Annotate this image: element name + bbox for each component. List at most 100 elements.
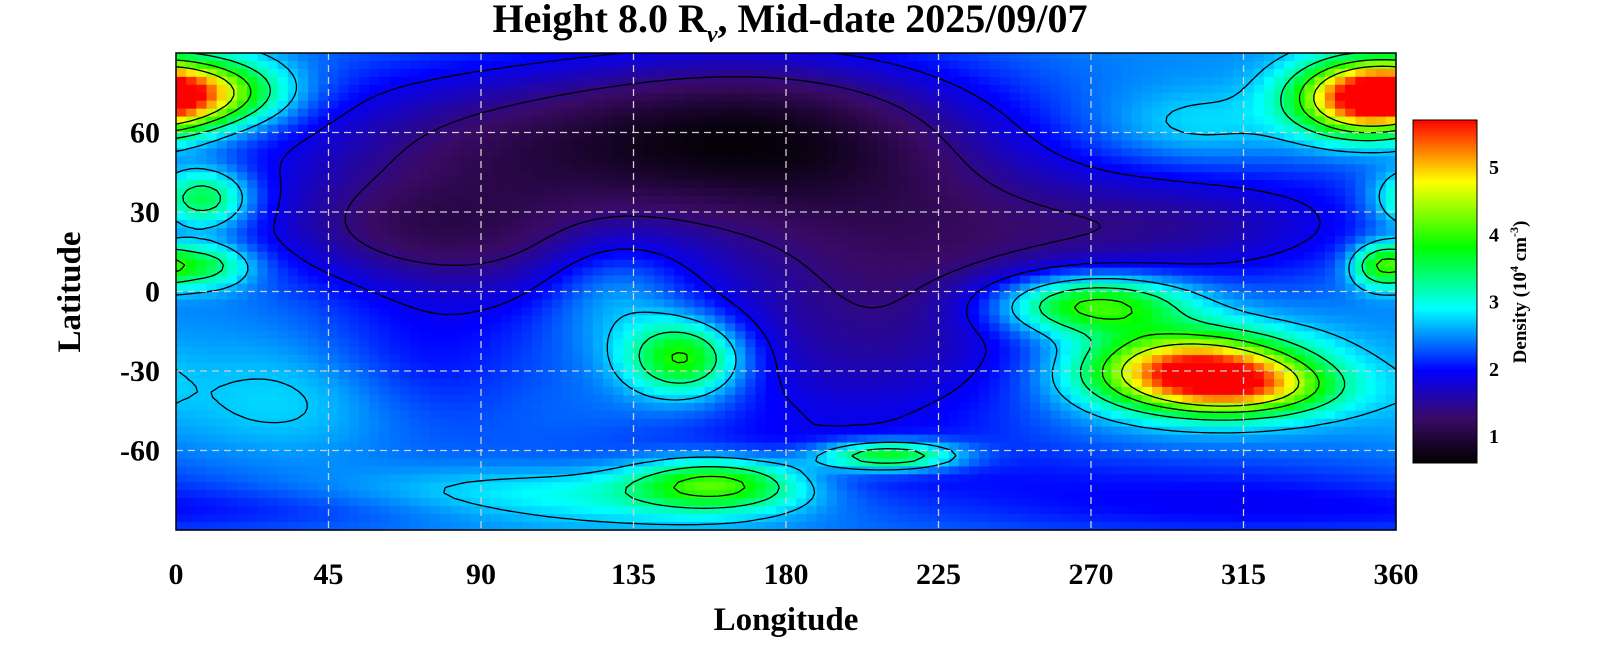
heatmap-cell: [1172, 164, 1184, 173]
heatmap-cell: [369, 132, 380, 142]
heatmap-cell: [918, 331, 929, 340]
heatmap-cell: [470, 331, 482, 340]
heatmap-cell: [531, 60, 543, 70]
heatmap-cell: [582, 148, 594, 157]
heatmap-cell: [969, 172, 980, 181]
heatmap-cell: [226, 347, 238, 356]
heatmap-cell: [328, 140, 340, 149]
heatmap-cell: [1202, 323, 1214, 332]
heatmap-cell: [1345, 156, 1356, 165]
heatmap-cell: [1182, 140, 1194, 149]
heatmap-cell: [1182, 148, 1194, 157]
heatmap-cell: [1304, 164, 1316, 173]
heatmap-cell: [938, 116, 950, 126]
heatmap-cell: [1019, 219, 1031, 229]
heatmap-cell: [633, 164, 645, 173]
heatmap-cell: [908, 291, 919, 301]
heatmap-cell: [1202, 53, 1214, 62]
heatmap-cell: [247, 140, 258, 149]
heatmap-cell: [409, 355, 421, 364]
heatmap-cell: [653, 124, 665, 134]
heatmap-cell: [857, 116, 868, 126]
heatmap-cell: [216, 196, 228, 205]
heatmap-cell: [1385, 140, 1397, 149]
heatmap-cell: [1152, 132, 1163, 142]
heatmap-cell: [430, 355, 441, 364]
heatmap-cell: [186, 235, 197, 245]
heatmap-cell: [1375, 315, 1387, 324]
heatmap-cell: [735, 243, 746, 253]
heatmap-cell: [1060, 180, 1072, 189]
heatmap-cell: [1131, 371, 1143, 380]
heatmap-cell: [552, 164, 563, 173]
heatmap-cell: [430, 172, 441, 181]
heatmap-cell: [958, 355, 970, 364]
heatmap-cell: [348, 378, 360, 388]
heatmap-cell: [918, 124, 929, 134]
heatmap-cell: [1284, 108, 1295, 118]
heatmap-cell: [897, 140, 909, 149]
heatmap-cell: [1223, 204, 1234, 213]
heatmap-cell: [226, 363, 238, 372]
heatmap-cell: [948, 355, 960, 364]
heatmap-cell: [623, 227, 635, 237]
heatmap-cell: [216, 148, 228, 157]
heatmap-cell: [796, 283, 807, 293]
heatmap-cell: [1385, 92, 1397, 102]
heatmap-cell: [216, 116, 228, 126]
heatmap-cell: [664, 100, 675, 110]
heatmap-cell: [369, 164, 380, 173]
heatmap-cell: [389, 235, 401, 245]
heatmap-cell: [694, 371, 706, 380]
heatmap-cell: [287, 76, 299, 86]
heatmap-cell: [1284, 92, 1295, 102]
heatmap-cell: [1030, 196, 1041, 205]
heatmap-cell: [969, 315, 980, 324]
heatmap-cell: [989, 299, 1001, 308]
heatmap-cell: [714, 283, 726, 293]
heatmap-cell: [765, 76, 777, 86]
heatmap-cell: [806, 60, 818, 70]
heatmap-cell: [806, 68, 818, 78]
heatmap-cell: [1223, 196, 1234, 205]
heatmap-cell: [1314, 156, 1326, 165]
heatmap-cell: [674, 180, 685, 189]
heatmap-cell: [1192, 124, 1204, 134]
heatmap-cell: [958, 116, 970, 126]
heatmap-cell: [379, 148, 391, 157]
heatmap-cell: [1141, 371, 1153, 380]
heatmap-cell: [816, 140, 828, 149]
heatmap-cell: [1182, 299, 1194, 308]
heatmap-cell: [1294, 196, 1306, 205]
heatmap-cell: [1324, 84, 1336, 94]
heatmap-cell: [399, 331, 411, 340]
heatmap-cell: [1202, 124, 1214, 134]
heatmap-cell: [511, 259, 523, 269]
heatmap-cell: [1243, 116, 1255, 126]
heatmap-cell: [338, 92, 350, 102]
heatmap-cell: [308, 124, 319, 134]
heatmap-cell: [582, 108, 594, 118]
heatmap-cell: [1040, 196, 1051, 205]
heatmap-cell: [786, 60, 797, 70]
heatmap-cell: [542, 188, 553, 197]
heatmap-cell: [725, 172, 736, 181]
heatmap-cell: [684, 307, 696, 316]
heatmap-cell: [1172, 76, 1184, 86]
heatmap-cell: [1243, 180, 1255, 189]
heatmap-cell: [704, 347, 716, 356]
heatmap-cell: [1050, 108, 1062, 118]
heatmap-cell: [176, 378, 187, 388]
heatmap-cell: [1101, 331, 1112, 340]
heatmap-cell: [948, 100, 960, 110]
heatmap-cell: [1324, 68, 1336, 78]
heatmap-cell: [552, 68, 563, 78]
heatmap-cell: [1070, 235, 1082, 245]
heatmap-cell: [613, 172, 624, 181]
heatmap-cell: [1121, 347, 1133, 356]
heatmap-cell: [1101, 227, 1112, 237]
heatmap-cell: [501, 235, 513, 245]
heatmap-cell: [542, 76, 553, 86]
heatmap-cell: [1172, 204, 1184, 213]
heatmap-cell: [643, 299, 655, 308]
